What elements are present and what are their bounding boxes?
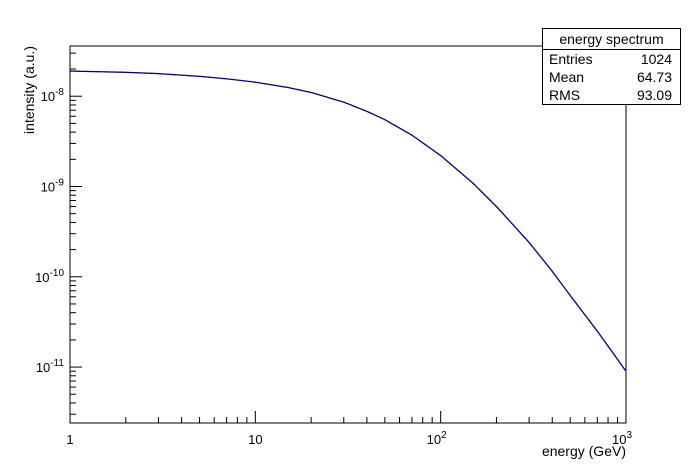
stats-label: Mean [549, 69, 585, 85]
stats-value: 1024 [640, 51, 672, 67]
x-axis-label: energy (GeV) [542, 443, 626, 459]
stats-value: 64.73 [636, 69, 672, 85]
stats-label: Entries [549, 51, 593, 67]
stats-row-rms: RMS 93.09 [543, 86, 680, 104]
y-tick-label: 10-9 [41, 177, 65, 194]
x-tick-label: 10 [248, 432, 262, 447]
axis-tick-labels: 1 10 102 103 10-8 10-9 10-10 10-11 [35, 87, 632, 447]
x-tick-label: 1 [66, 432, 73, 447]
x-tick-label: 102 [427, 430, 447, 447]
stats-title: energy spectrum [543, 29, 680, 50]
series-line [69, 70, 627, 372]
y-tick-label: 10-8 [41, 87, 65, 104]
stats-value: 93.09 [636, 87, 672, 103]
plot-frame [69, 45, 627, 424]
stats-label: RMS [549, 87, 581, 103]
stats-row-entries: Entries 1024 [543, 50, 680, 68]
x-tick-label: 103 [612, 430, 632, 447]
stats-row-mean: Mean 64.73 [543, 68, 680, 86]
y-tick-label: 10-10 [35, 268, 64, 285]
y-tick-label: 10-11 [36, 358, 65, 375]
stats-box: energy spectrum Entries 1024 Mean 64.73 … [542, 28, 681, 105]
axis-ticks [69, 52, 627, 423]
y-axis-label: intensity (a.u.) [21, 46, 37, 134]
